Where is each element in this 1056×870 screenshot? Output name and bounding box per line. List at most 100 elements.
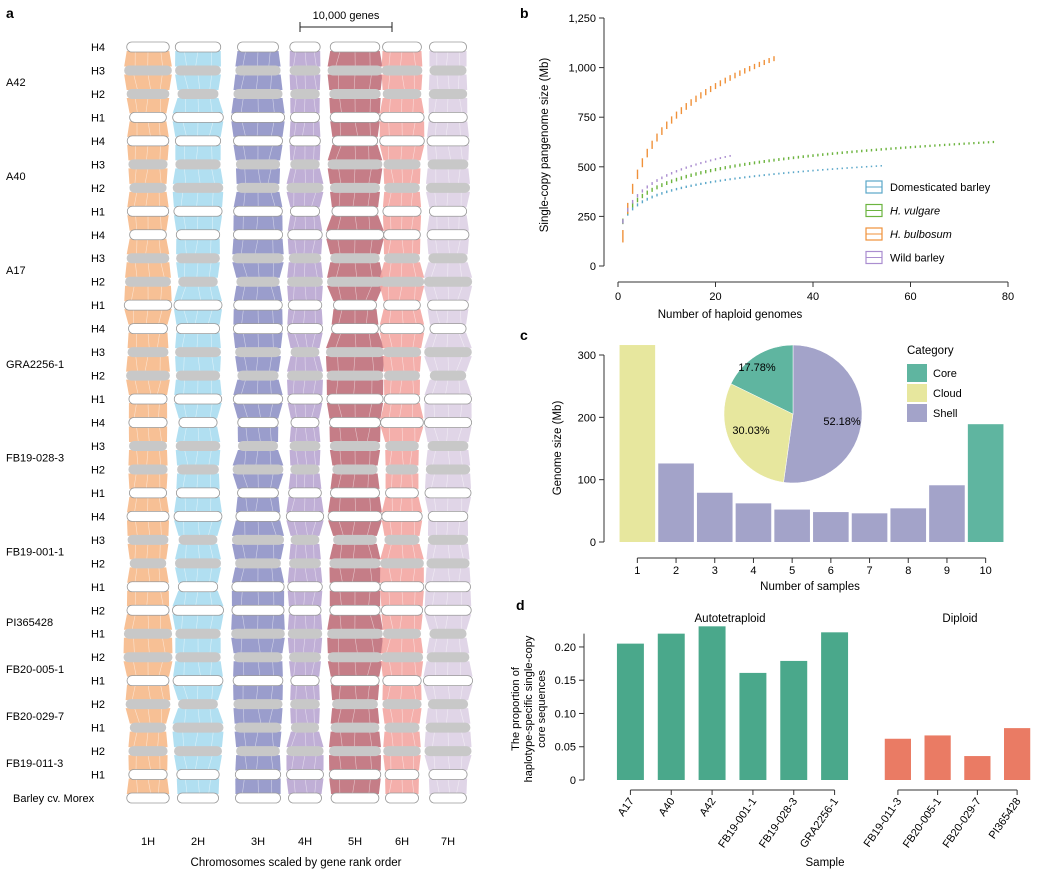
synteny-ribbon-2H xyxy=(173,285,223,302)
panel-c: c 0 100 200 300 1 2 3 4 5 6 7 8 9 10 17.78% 30.03% 52.18… xyxy=(520,327,1004,593)
chromosome-bar-1H xyxy=(125,276,171,287)
synteny-link-6H xyxy=(412,543,416,560)
synteny-link-3H xyxy=(255,74,259,90)
synteny-link-6H xyxy=(414,285,416,302)
synteny-link-7H xyxy=(457,168,461,184)
synteny-link-3H xyxy=(271,567,274,583)
synteny-link-1H xyxy=(134,262,138,278)
synteny-link-2H xyxy=(209,614,214,630)
synteny-link-3H xyxy=(272,97,275,114)
chromosome-bar-6H xyxy=(379,135,425,147)
synteny-link-5H xyxy=(354,496,357,513)
sample-label-pi365428: PI365428 xyxy=(6,617,53,629)
synteny-link-6H xyxy=(400,473,403,489)
synteny-link-7H xyxy=(458,50,461,67)
chromosome-bar-6H xyxy=(382,41,422,53)
synteny-link-6H xyxy=(399,614,403,630)
bar-samples-8 xyxy=(890,508,927,542)
synteny-link-1H xyxy=(133,731,138,748)
synteny-link-2H xyxy=(196,262,199,278)
synteny-link-7H xyxy=(435,144,438,161)
bar-samples-2 xyxy=(658,463,694,542)
synteny-link-4H xyxy=(294,332,300,349)
synteny-link-7H xyxy=(432,590,435,607)
panel-b: b 0 250 500 750 1,000 1,250 0 20 40 60 80 Domestica… xyxy=(520,5,1014,321)
chromosome-bar-4H xyxy=(290,675,320,687)
synteny-link-3H xyxy=(254,238,259,255)
chromosome-bar-4H xyxy=(286,182,324,193)
synteny-ribbon-1H xyxy=(127,191,169,208)
pie-slice-shell xyxy=(783,344,863,484)
sample-label-fb19-001-1: FB19-001-1 xyxy=(6,547,64,559)
synteny-link-2H xyxy=(197,426,200,442)
synteny-link-1H xyxy=(145,238,149,255)
synteny-link-1H xyxy=(159,449,162,466)
chromosome-bar-4H xyxy=(288,604,322,616)
synteny-link-7H xyxy=(446,191,449,208)
synteny-link-1H xyxy=(133,473,137,489)
haplotype-label-fb19-001-1-h2: H2 xyxy=(91,558,105,570)
synteny-ribbon-5H xyxy=(329,426,381,442)
chromosome-bar-6H xyxy=(381,65,423,76)
synteny-link-3H xyxy=(240,379,246,396)
bar-fb19-028-3 xyxy=(780,660,808,780)
chromosome-bar-4H xyxy=(289,440,321,451)
synteny-link-3H xyxy=(256,215,259,231)
synteny-link-5H xyxy=(352,191,356,208)
chromosome-bar-2H xyxy=(172,722,224,733)
synteny-ribbon-3H xyxy=(232,262,284,278)
synteny-link-1H xyxy=(147,262,151,278)
synteny-ribbon-1H xyxy=(128,449,168,466)
synteny-link-2H xyxy=(197,520,200,536)
chromosome-bar-3H xyxy=(234,722,282,733)
synteny-link-7H xyxy=(435,238,438,255)
synteny-link-6H xyxy=(412,238,414,255)
synteny-link-4H xyxy=(304,661,306,677)
chromosome-bar-2H xyxy=(178,276,218,287)
chromosome-bar-6H xyxy=(385,464,419,475)
y-tick-label: 200 xyxy=(578,412,596,424)
chromosome-bar-1H xyxy=(129,112,167,123)
synteny-link-3H xyxy=(270,191,276,208)
synteny-ribbon-2H xyxy=(172,708,224,724)
synteny-link-2H xyxy=(208,262,212,278)
synteny-ribbon-6H xyxy=(380,426,424,442)
synteny-ribbon-7H xyxy=(428,97,468,114)
bar-samples-5 xyxy=(774,509,810,542)
synteny-ribbon-3H xyxy=(233,708,283,724)
synteny-link-2H xyxy=(197,543,200,560)
synteny-link-5H xyxy=(339,590,342,607)
synteny-link-6H xyxy=(412,567,416,583)
synteny-link-6H xyxy=(413,520,415,536)
chromosome-bar-5H xyxy=(329,581,381,593)
synteny-link-6H xyxy=(401,755,405,771)
synteny-link-2H xyxy=(195,449,199,466)
synteny-ribbon-5H xyxy=(325,356,385,372)
synteny-link-7H xyxy=(456,238,461,255)
synteny-link-2H xyxy=(207,520,213,536)
chromosome-bar-3H xyxy=(235,159,281,170)
synteny-link-6H xyxy=(412,262,417,278)
synteny-link-3H xyxy=(257,426,261,443)
synteny-link-2H xyxy=(180,191,184,208)
synteny-link-6H xyxy=(413,637,416,654)
chromosome-bar-7H xyxy=(428,205,468,217)
synteny-link-6H xyxy=(389,520,393,536)
synteny-link-3H xyxy=(245,426,248,443)
group-title-autotetraploid: Autotetraploid xyxy=(695,613,766,625)
synteny-link-3H xyxy=(240,238,244,255)
synteny-ribbon-3H xyxy=(231,543,285,560)
synteny-link-1H xyxy=(147,403,149,419)
haplotype-label-a40-h2: H2 xyxy=(91,183,105,195)
synteny-link-5H xyxy=(354,661,357,677)
chromosome-bar-3H xyxy=(235,558,281,569)
synteny-link-5H xyxy=(369,74,372,90)
synteny-link-5H xyxy=(366,520,372,536)
synteny-ribbon-6H xyxy=(384,379,420,396)
synteny-ribbon-1H xyxy=(128,426,168,442)
synteny-ribbon-1H xyxy=(127,144,169,161)
synteny-link-1H xyxy=(134,168,137,184)
x-tick-label: 3 xyxy=(712,565,718,577)
chromosome-bar-3H xyxy=(231,604,285,616)
synteny-ribbon-4H xyxy=(290,708,320,724)
